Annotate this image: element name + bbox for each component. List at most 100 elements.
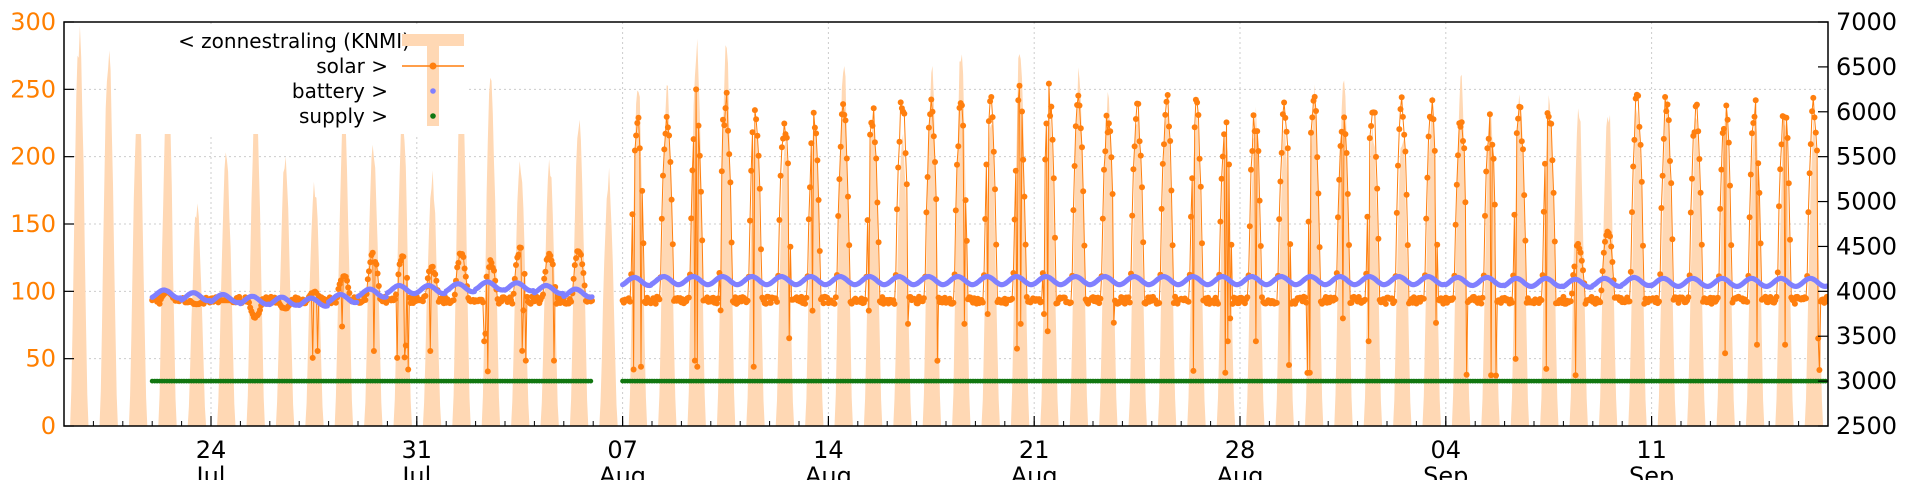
solar-point — [1278, 149, 1285, 156]
solar-point — [1668, 180, 1675, 187]
solar-point — [393, 291, 399, 298]
solar-point — [867, 131, 874, 138]
solar-point — [1718, 166, 1725, 173]
solar-point — [515, 251, 522, 258]
solar-point — [1815, 335, 1822, 342]
solar-point — [902, 150, 909, 157]
solar-point — [488, 259, 495, 266]
solar-point — [519, 347, 526, 354]
y-right-tick-label: 4000 — [1836, 277, 1897, 305]
solar-point — [509, 300, 516, 307]
solar-point — [865, 307, 872, 314]
solar-point — [1109, 191, 1116, 197]
solar-point — [696, 152, 703, 159]
solar-point — [1687, 209, 1694, 216]
solar-point — [1513, 130, 1520, 137]
solar-point — [1598, 287, 1605, 294]
solar-point — [1366, 135, 1373, 142]
solar-point — [1811, 114, 1818, 121]
solar-point — [1126, 299, 1133, 306]
solar-point — [1102, 148, 1109, 155]
solar-point — [460, 254, 467, 260]
solar-point — [309, 354, 316, 361]
solar-point — [1365, 338, 1372, 345]
solar-point — [1685, 294, 1692, 301]
solar-point — [1462, 199, 1469, 206]
solar-point — [1754, 341, 1760, 348]
solar-point — [1382, 300, 1389, 307]
solar-point — [960, 122, 967, 129]
solar-point — [1041, 311, 1047, 317]
solar-point — [422, 292, 429, 299]
solar-point — [1450, 295, 1457, 302]
solar-point — [1478, 300, 1485, 307]
legend-point-solar — [429, 62, 437, 70]
solar-point — [1132, 116, 1139, 122]
solar-point — [894, 206, 900, 213]
solar-point — [1337, 143, 1344, 149]
y-left-tick-label: 200 — [10, 143, 56, 171]
solar-point — [1636, 123, 1643, 130]
solar-point — [401, 354, 408, 361]
solar-point — [640, 240, 647, 247]
solar-point — [1194, 99, 1201, 106]
solar-point — [1191, 124, 1198, 131]
solar-point — [1281, 99, 1288, 106]
solar-point — [1282, 114, 1289, 121]
solar-point — [1458, 119, 1465, 126]
solar-point — [758, 246, 764, 253]
solar-point — [785, 160, 791, 167]
solar-point — [461, 265, 468, 272]
solar-point — [1522, 237, 1529, 244]
solar-point — [1043, 120, 1050, 127]
solar-point — [1696, 156, 1703, 162]
solar-point — [1223, 119, 1230, 126]
solar-point — [400, 253, 407, 260]
solar-point — [424, 275, 431, 282]
solar-point — [1402, 148, 1409, 155]
solar-point — [1777, 166, 1784, 173]
solar-point — [481, 338, 488, 345]
y-left-tick-label: 50 — [25, 345, 56, 373]
x-tick-month-label: Aug — [1011, 462, 1058, 480]
solar-point — [932, 159, 938, 165]
solar-point — [1812, 129, 1819, 136]
solar-point — [1600, 249, 1607, 256]
solar-point — [1316, 244, 1323, 251]
solar-point — [1803, 295, 1809, 302]
solar-point — [1226, 161, 1232, 168]
solar-point — [1286, 362, 1292, 368]
solar-point — [1215, 300, 1221, 307]
solar-point — [484, 368, 491, 375]
legend-swatch-radiation-stem — [427, 34, 439, 126]
y-left-tick-label: 0 — [41, 412, 56, 440]
solar-point — [547, 252, 554, 259]
solar-point — [803, 294, 810, 301]
solar-point — [726, 151, 733, 158]
solar-point — [627, 298, 633, 305]
solar-point — [1722, 350, 1729, 357]
solar-point — [1190, 367, 1197, 374]
solar-point — [1042, 156, 1049, 163]
solar-point — [1332, 296, 1339, 303]
solar-point — [580, 270, 587, 276]
solar-point — [934, 357, 941, 364]
solar-point — [1244, 294, 1251, 301]
x-tick-day-label: 31 — [402, 436, 433, 464]
solar-point — [1822, 298, 1828, 305]
solar-point — [725, 127, 731, 134]
solar-point — [809, 307, 816, 314]
solar-point — [339, 323, 346, 330]
solar-point — [832, 294, 839, 301]
solar-point — [1488, 372, 1495, 379]
solar-point — [962, 197, 969, 204]
solar-point — [1549, 157, 1556, 164]
solar-point — [754, 132, 761, 139]
solar-point — [1724, 116, 1731, 123]
solar-point — [1424, 174, 1431, 181]
solar-point — [1048, 103, 1055, 110]
solar-point — [1169, 242, 1176, 249]
supply-series — [149, 378, 1828, 384]
solar-point — [1044, 328, 1051, 335]
solar-point — [774, 298, 780, 305]
